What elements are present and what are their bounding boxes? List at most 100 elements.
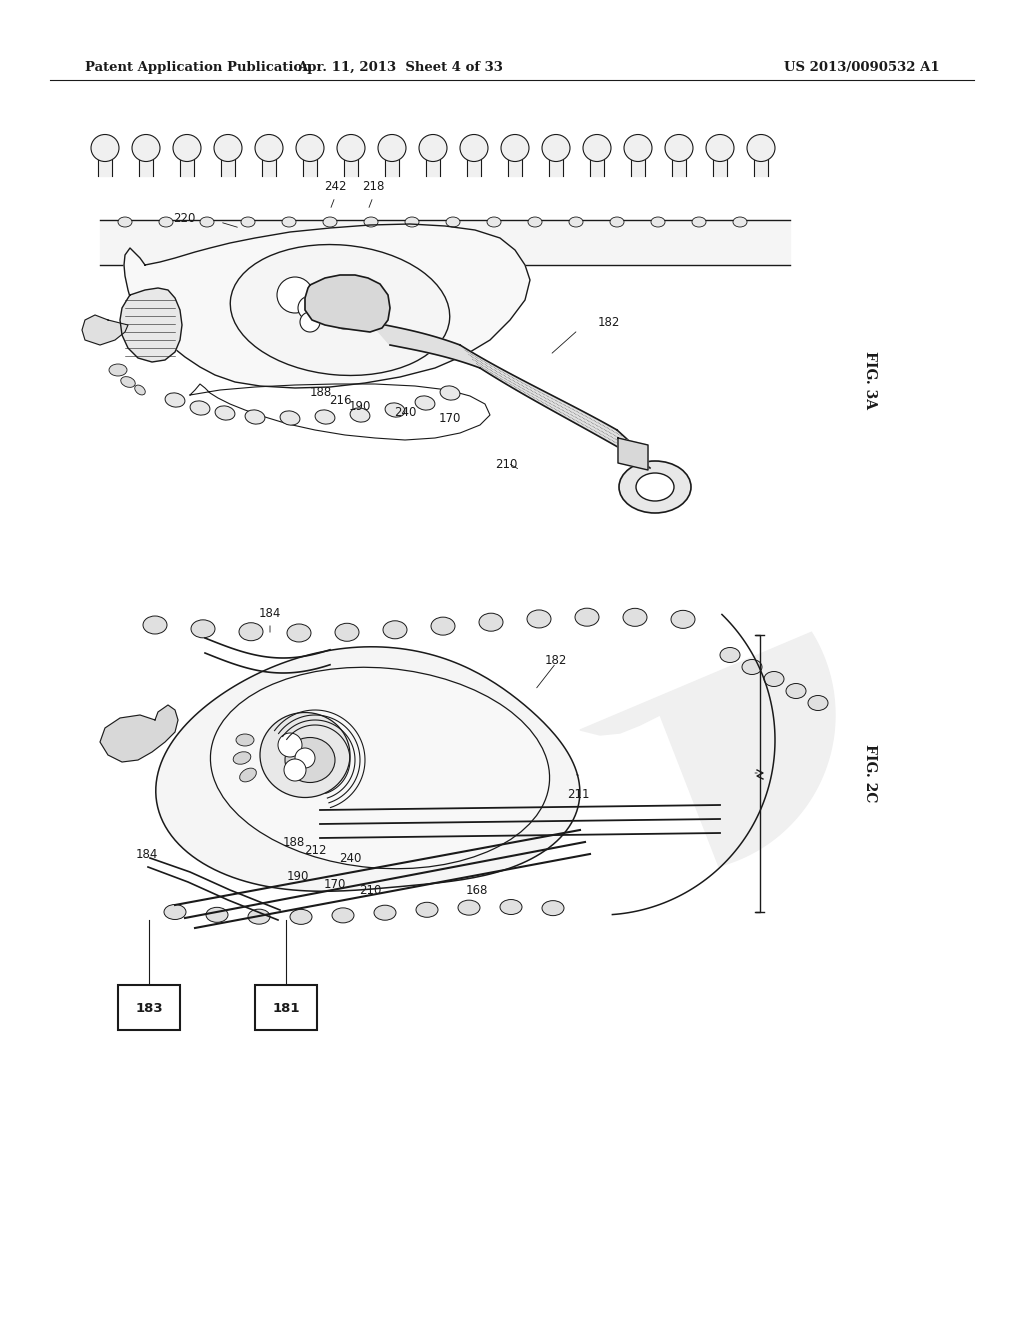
- Text: 210: 210: [359, 884, 382, 898]
- Ellipse shape: [315, 411, 335, 424]
- Polygon shape: [82, 315, 128, 345]
- Ellipse shape: [623, 609, 647, 626]
- Polygon shape: [618, 438, 648, 470]
- Ellipse shape: [618, 461, 691, 513]
- Ellipse shape: [165, 393, 185, 407]
- Ellipse shape: [239, 623, 263, 640]
- Text: 220: 220: [173, 211, 195, 224]
- Ellipse shape: [446, 216, 460, 227]
- Ellipse shape: [281, 411, 300, 425]
- Ellipse shape: [460, 135, 488, 161]
- Polygon shape: [370, 322, 480, 368]
- Ellipse shape: [406, 216, 419, 227]
- Ellipse shape: [240, 768, 256, 781]
- Ellipse shape: [374, 906, 396, 920]
- Polygon shape: [262, 148, 276, 176]
- Ellipse shape: [118, 216, 132, 227]
- Ellipse shape: [383, 620, 407, 639]
- Polygon shape: [305, 275, 390, 333]
- Ellipse shape: [121, 376, 135, 387]
- Ellipse shape: [569, 216, 583, 227]
- Ellipse shape: [651, 216, 665, 227]
- Polygon shape: [385, 148, 399, 176]
- Ellipse shape: [241, 216, 255, 227]
- Polygon shape: [426, 148, 440, 176]
- Ellipse shape: [671, 610, 695, 628]
- Ellipse shape: [720, 648, 740, 663]
- Ellipse shape: [542, 900, 564, 916]
- Ellipse shape: [331, 308, 359, 329]
- Text: 183: 183: [135, 1002, 163, 1015]
- Ellipse shape: [206, 907, 228, 923]
- Text: 240: 240: [394, 407, 416, 420]
- Ellipse shape: [91, 135, 119, 161]
- Ellipse shape: [786, 684, 806, 698]
- Ellipse shape: [337, 135, 365, 161]
- Ellipse shape: [733, 216, 746, 227]
- Ellipse shape: [479, 614, 503, 631]
- Ellipse shape: [248, 909, 270, 924]
- Ellipse shape: [200, 216, 214, 227]
- Text: Apr. 11, 2013  Sheet 4 of 33: Apr. 11, 2013 Sheet 4 of 33: [297, 62, 503, 74]
- Text: Patent Application Publication: Patent Application Publication: [85, 62, 311, 74]
- Circle shape: [295, 748, 315, 768]
- Ellipse shape: [255, 135, 283, 161]
- Ellipse shape: [214, 135, 242, 161]
- Text: 190: 190: [348, 400, 371, 413]
- Ellipse shape: [542, 135, 570, 161]
- Polygon shape: [672, 148, 686, 176]
- Ellipse shape: [159, 216, 173, 227]
- Circle shape: [300, 312, 319, 333]
- Ellipse shape: [742, 660, 762, 675]
- Ellipse shape: [335, 623, 359, 642]
- Polygon shape: [580, 632, 835, 866]
- Circle shape: [298, 296, 322, 319]
- Polygon shape: [180, 148, 194, 176]
- Ellipse shape: [296, 135, 324, 161]
- Ellipse shape: [808, 696, 828, 710]
- Ellipse shape: [764, 672, 784, 686]
- Text: 218: 218: [361, 180, 384, 193]
- Text: 212: 212: [304, 845, 327, 858]
- Ellipse shape: [746, 135, 775, 161]
- Ellipse shape: [416, 903, 438, 917]
- Text: FIG. 3A: FIG. 3A: [863, 351, 877, 409]
- Text: 211: 211: [567, 788, 590, 801]
- Ellipse shape: [285, 738, 335, 783]
- Text: 240: 240: [339, 851, 361, 865]
- Polygon shape: [303, 148, 317, 176]
- Ellipse shape: [230, 244, 450, 375]
- Polygon shape: [713, 148, 727, 176]
- Text: 210: 210: [495, 458, 517, 471]
- Text: 181: 181: [272, 1002, 300, 1015]
- Ellipse shape: [575, 609, 599, 626]
- Ellipse shape: [233, 752, 251, 764]
- Ellipse shape: [287, 624, 311, 642]
- Polygon shape: [549, 148, 563, 176]
- Polygon shape: [467, 148, 481, 176]
- Ellipse shape: [415, 396, 435, 411]
- Ellipse shape: [419, 135, 447, 161]
- Polygon shape: [754, 148, 768, 176]
- Text: 190: 190: [287, 870, 309, 883]
- Polygon shape: [100, 220, 790, 265]
- Ellipse shape: [431, 618, 455, 635]
- Text: 184: 184: [135, 849, 158, 862]
- Polygon shape: [124, 224, 530, 388]
- Polygon shape: [460, 345, 640, 459]
- Text: 216: 216: [330, 393, 352, 407]
- Ellipse shape: [527, 610, 551, 628]
- Ellipse shape: [282, 216, 296, 227]
- Polygon shape: [221, 148, 234, 176]
- Ellipse shape: [692, 216, 706, 227]
- Ellipse shape: [636, 473, 674, 502]
- Ellipse shape: [665, 135, 693, 161]
- Ellipse shape: [164, 904, 186, 920]
- Ellipse shape: [500, 899, 522, 915]
- FancyBboxPatch shape: [255, 985, 317, 1030]
- Ellipse shape: [190, 401, 210, 414]
- Polygon shape: [139, 148, 153, 176]
- Polygon shape: [344, 148, 358, 176]
- Text: 184: 184: [259, 607, 282, 620]
- Text: 168: 168: [466, 884, 488, 898]
